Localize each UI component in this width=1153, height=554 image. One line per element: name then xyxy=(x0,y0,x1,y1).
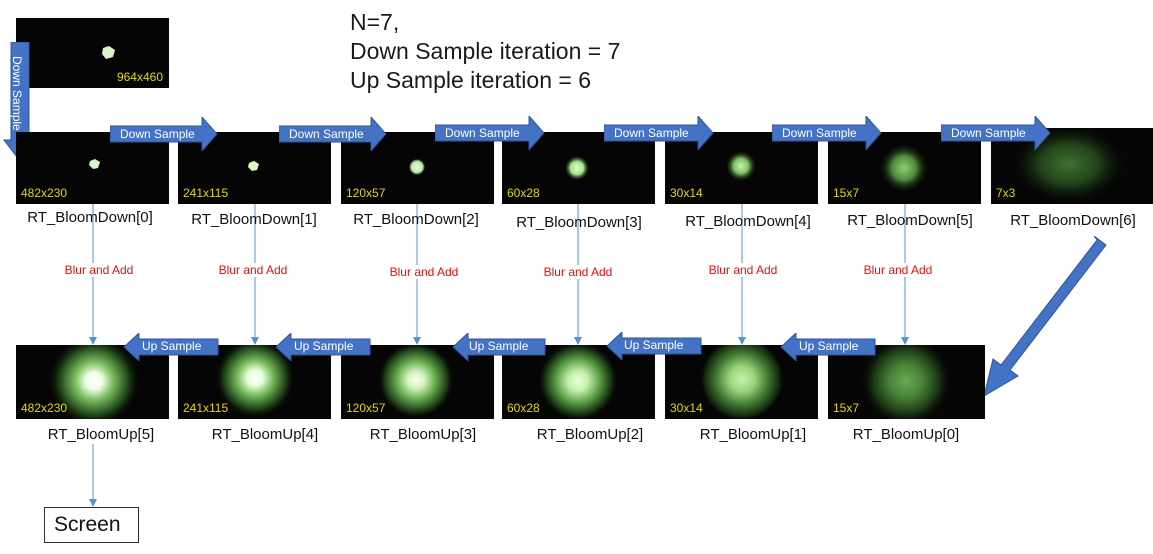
down-sample-arrow-3: Down Sample xyxy=(435,116,545,150)
down-texture-4: 30x14 xyxy=(665,132,818,204)
blur-add-label-5: Blur and Add xyxy=(848,263,948,277)
blur-add-label-1: Blur and Add xyxy=(203,263,303,277)
down-sample-arrow-6: Down Sample xyxy=(941,116,1051,150)
up-label-0: RT_BloomUp[5] xyxy=(47,426,155,443)
down-size-1: 241x115 xyxy=(183,186,229,200)
down-sample-arrow-4: Down Sample xyxy=(604,116,714,150)
down-size-3: 60x28 xyxy=(507,186,540,200)
up-size-3: 60x28 xyxy=(507,401,540,415)
source-size-label: 964x460 xyxy=(116,70,163,84)
up-sample-label-1: Up Sample xyxy=(142,339,202,353)
down-sample-arrow-5: Down Sample xyxy=(772,116,882,150)
down-size-0: 482x230 xyxy=(21,186,68,200)
down-sample-label-6: Down Sample xyxy=(951,126,1026,140)
blur-add-label-4: Blur and Add xyxy=(693,263,793,277)
down-sample-label-3: Down Sample xyxy=(445,126,520,140)
down-label-2: RT_BloomDown[2] xyxy=(353,211,479,228)
info-down-iterations: Down Sample iteration = 7 xyxy=(350,38,621,64)
screen-box: Screen xyxy=(44,507,139,543)
up-sample-label-4: Up Sample xyxy=(624,338,684,352)
up-label-1: RT_BloomUp[4] xyxy=(211,426,319,443)
down-label-3: RT_BloomDown[3] xyxy=(516,214,642,231)
up-size-2: 120x57 xyxy=(346,401,386,415)
down-sample-label-1: Down Sample xyxy=(120,127,195,141)
down-sample-label-4: Down Sample xyxy=(614,126,689,140)
source-texture: 964x460 xyxy=(16,18,169,88)
up-sample-label-5: Up Sample xyxy=(799,339,859,353)
up-sample-arrow-diagonal: Up Sample xyxy=(980,236,1108,398)
up-sample-label-2: Up Sample xyxy=(294,339,354,353)
blur-add-label-2: Blur and Add xyxy=(374,265,474,279)
up-size-5: 15x7 xyxy=(833,401,860,415)
up-sample-label-3: Up Sample xyxy=(469,339,529,353)
blur-add-label-0: Blur and Add xyxy=(49,263,149,277)
down-size-2: 120x57 xyxy=(346,186,386,200)
down-label-4: RT_BloomDown[4] xyxy=(685,213,811,230)
down-sample-vertical-label: Down Sample xyxy=(10,56,24,131)
down-label-0: RT_BloomDown[0] xyxy=(27,209,153,226)
down-sample-arrow-1: Down Sample xyxy=(110,117,218,151)
up-texture-3: 60x28 xyxy=(502,345,655,419)
down-size-4: 30x14 xyxy=(670,186,703,200)
up-sample-arrow-3: Up Sample xyxy=(452,333,546,361)
up-texture-5: 15x7 xyxy=(828,345,985,419)
up-size-1: 241x115 xyxy=(183,401,229,415)
up-label-2: RT_BloomUp[3] xyxy=(369,426,477,443)
up-sample-arrow-5: Up Sample xyxy=(780,333,876,361)
info-n: N=7, xyxy=(350,9,400,35)
up-texture-2: 120x57 xyxy=(341,345,494,419)
up-label-4: RT_BloomUp[1] xyxy=(699,426,807,443)
down-texture-5: 15x7 xyxy=(828,132,981,204)
down-sample-label-2: Down Sample xyxy=(289,127,364,141)
up-label-5: RT_BloomUp[0] xyxy=(852,426,960,443)
up-sample-arrow-2: Up Sample xyxy=(275,333,371,361)
up-sample-arrow-4: Up Sample xyxy=(606,332,702,360)
up-texture-0: 482x230 xyxy=(16,345,169,419)
down-label-6: RT_BloomDown[6] xyxy=(1010,212,1136,229)
down-texture-3: 60x28 xyxy=(502,132,655,204)
down-label-1: RT_BloomDown[1] xyxy=(191,211,317,228)
up-texture-1: 241x115 xyxy=(178,345,331,419)
down-sample-label-5: Down Sample xyxy=(782,126,857,140)
down-label-5: RT_BloomDown[5] xyxy=(847,212,973,229)
up-label-3: RT_BloomUp[2] xyxy=(536,426,644,443)
blur-add-label-3: Blur and Add xyxy=(528,265,628,279)
down-texture-2: 120x57 xyxy=(341,132,494,204)
info-up-iterations: Up Sample iteration = 6 xyxy=(350,67,591,93)
down-size-6: 7x3 xyxy=(996,186,1016,200)
up-size-4: 30x14 xyxy=(670,401,703,415)
up-sample-arrow-1: Up Sample xyxy=(123,333,219,361)
up-size-0: 482x230 xyxy=(21,401,68,415)
down-size-5: 15x7 xyxy=(833,186,860,200)
down-sample-arrow-2: Down Sample xyxy=(279,117,387,151)
down-texture-0: 482x230 xyxy=(16,132,169,204)
